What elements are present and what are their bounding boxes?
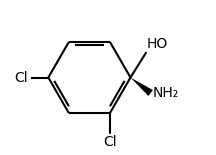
- Text: HO: HO: [147, 37, 168, 51]
- Text: Cl: Cl: [14, 71, 27, 84]
- Text: NH₂: NH₂: [152, 86, 178, 100]
- Polygon shape: [130, 78, 153, 96]
- Text: Cl: Cl: [103, 135, 117, 149]
